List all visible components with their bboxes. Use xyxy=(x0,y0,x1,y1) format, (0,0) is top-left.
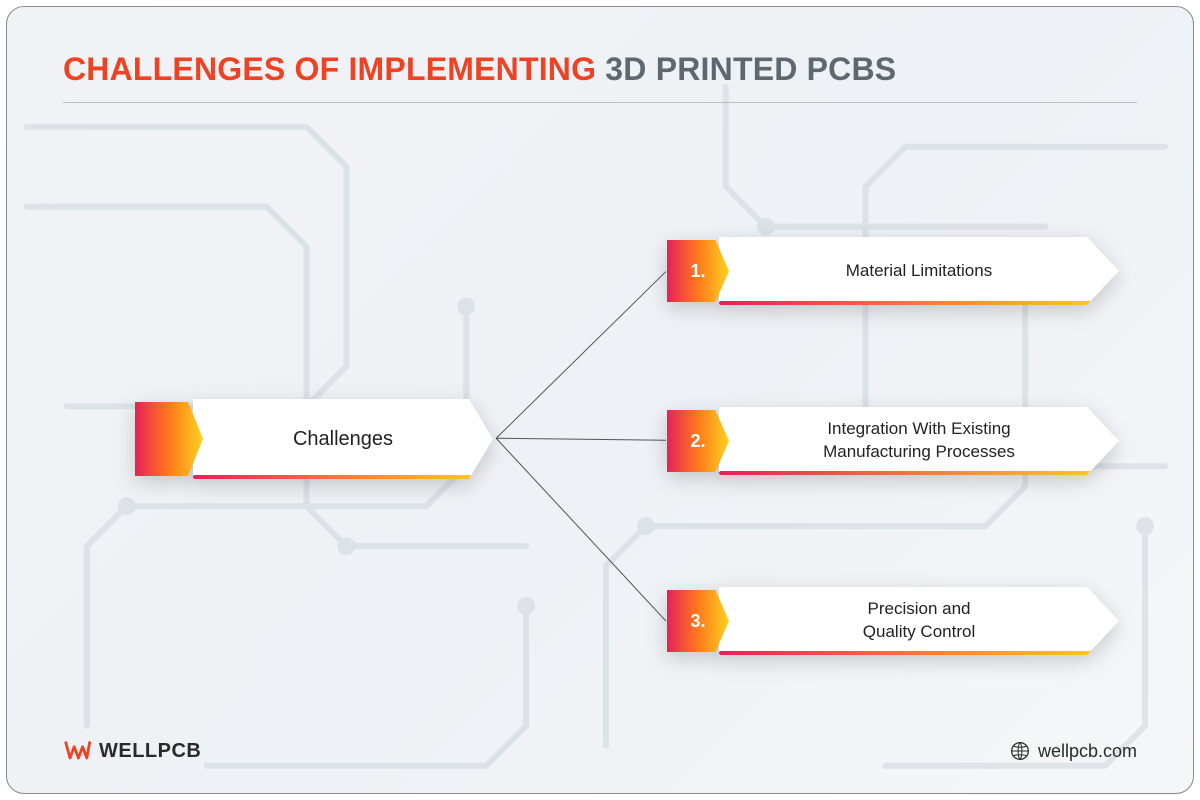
item-node-1: 1. Material Limitations xyxy=(667,237,1119,305)
item-label-box-1: Material Limitations xyxy=(719,237,1119,305)
footer: WELLPCB wellpcb.com xyxy=(63,739,1137,763)
root-label: Challenges xyxy=(293,426,393,453)
item-label-box-3: Precision andQuality Control xyxy=(719,587,1119,655)
item-node-3: 3. Precision andQuality Control xyxy=(667,587,1119,655)
item-label-3: Precision andQuality Control xyxy=(863,598,975,644)
site-link: wellpcb.com xyxy=(1010,741,1137,762)
root-label-box: Challenges xyxy=(193,399,493,479)
item-node-2: 2. Integration With ExistingManufacturin… xyxy=(667,407,1119,475)
brand-text: WELLPCB xyxy=(99,740,201,763)
item-number-3: 3. xyxy=(690,611,705,632)
item-label-2: Integration With ExistingManufacturing P… xyxy=(823,418,1015,464)
brand-logo: WELLPCB xyxy=(63,739,201,763)
item-label-1: Material Limitations xyxy=(846,260,992,283)
item-number-2: 2. xyxy=(690,431,705,452)
root-tab xyxy=(135,402,203,476)
site-text: wellpcb.com xyxy=(1038,741,1137,762)
root-node: Challenges xyxy=(135,399,493,479)
infographic-frame: CHALLENGES OF IMPLEMENTING 3D PRINTED PC… xyxy=(6,6,1194,794)
brand-mark-icon xyxy=(63,739,91,763)
item-label-box-2: Integration With ExistingManufacturing P… xyxy=(719,407,1119,475)
globe-icon xyxy=(1010,741,1030,761)
diagram-area: Challenges 1. Material Limitations 2. In… xyxy=(7,7,1193,793)
item-number-1: 1. xyxy=(690,261,705,282)
